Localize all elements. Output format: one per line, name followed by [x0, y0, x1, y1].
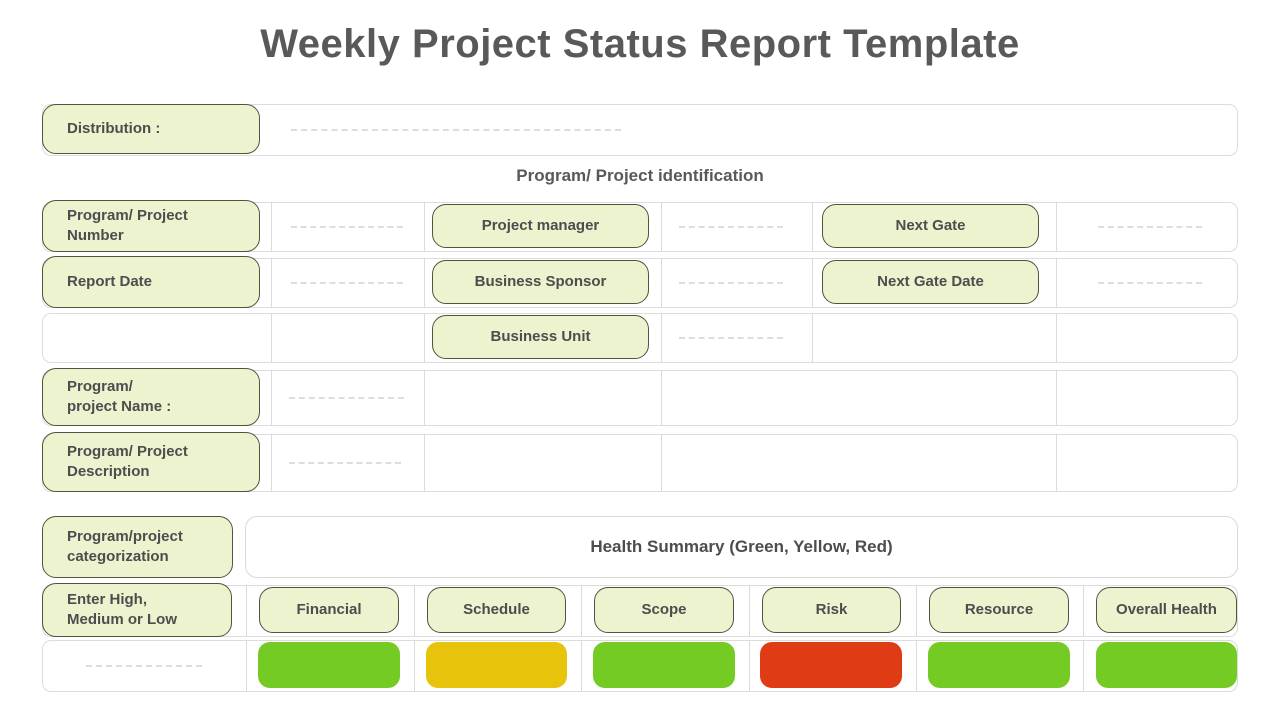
program-number-field[interactable] — [291, 226, 403, 228]
categorization-label-text: Program/project categorization — [67, 528, 183, 565]
column-divider — [916, 586, 917, 636]
program-description-label-text: Program/ Project Description — [67, 443, 188, 480]
program-description-field[interactable] — [289, 462, 401, 464]
next-gate-label: Next Gate — [822, 204, 1039, 248]
project-manager-label-text: Project manager — [481, 217, 600, 235]
scope-label: Scope — [641, 601, 687, 619]
business-sponsor-label-text: Business Sponsor — [474, 273, 607, 291]
next-gate-date-label-text: Next Gate Date — [877, 273, 984, 291]
column-divider — [1083, 641, 1084, 691]
column-divider — [812, 314, 813, 362]
program-number-label-text: Program/ Project Number — [67, 207, 188, 244]
health-column-financial: Financial — [259, 587, 399, 633]
column-divider — [1056, 259, 1057, 307]
status-block-scope — [593, 642, 735, 688]
next-gate-field[interactable] — [1098, 226, 1202, 228]
health-summary-box: Health Summary (Green, Yellow, Red) — [245, 516, 1238, 578]
business-unit-field[interactable] — [679, 337, 783, 339]
column-divider — [1083, 586, 1084, 636]
status-block-overall — [1096, 642, 1237, 688]
resource-label: Resource — [964, 601, 1034, 619]
identification-heading: Program/ Project identification — [516, 166, 764, 185]
health-column-scope: Scope — [594, 587, 734, 633]
rating-hint-label-text: Enter High, Medium or Low — [67, 591, 177, 628]
next-gate-date-label: Next Gate Date — [822, 260, 1039, 304]
column-divider — [661, 314, 662, 362]
project-manager-field[interactable] — [679, 226, 783, 228]
column-divider — [661, 259, 662, 307]
column-divider — [424, 435, 425, 491]
schedule-label: Schedule — [463, 601, 530, 619]
column-divider — [916, 641, 917, 691]
health-column-overall: Overall Health — [1096, 587, 1237, 633]
health-summary-title: Health Summary (Green, Yellow, Red) — [590, 537, 893, 556]
column-divider — [414, 641, 415, 691]
page-title: Weekly Project Status Report Template — [260, 22, 1020, 66]
program-name-label: Program/ project Name : — [42, 368, 260, 426]
status-block-resource — [928, 642, 1070, 688]
column-divider — [246, 586, 247, 636]
report-date-label-text: Report Date — [67, 273, 153, 291]
business-sponsor-field[interactable] — [679, 282, 783, 284]
column-divider — [414, 586, 415, 636]
status-block-financial — [258, 642, 400, 688]
report-date-label: Report Date — [42, 256, 260, 308]
financial-label: Financial — [296, 601, 362, 619]
column-divider — [424, 314, 425, 362]
column-divider — [271, 371, 272, 425]
status-block-risk — [760, 642, 902, 688]
column-divider — [1056, 314, 1057, 362]
business-sponsor-label: Business Sponsor — [432, 260, 649, 304]
column-divider — [812, 259, 813, 307]
next-gate-date-field[interactable] — [1098, 282, 1202, 284]
project-manager-label: Project manager — [432, 204, 649, 248]
program-description-label: Program/ Project Description — [42, 432, 260, 492]
column-divider — [271, 259, 272, 307]
health-column-risk: Risk — [762, 587, 901, 633]
report-date-field[interactable] — [291, 282, 403, 284]
program-number-label: Program/ Project Number — [42, 200, 260, 252]
column-divider — [424, 203, 425, 251]
column-divider — [661, 435, 662, 491]
program-name-label-text: Program/ project Name : — [67, 378, 172, 415]
column-divider — [661, 203, 662, 251]
risk-label: Risk — [815, 601, 848, 619]
column-divider — [246, 641, 247, 691]
column-divider — [581, 641, 582, 691]
health-column-resource: Resource — [929, 587, 1069, 633]
column-divider — [749, 641, 750, 691]
next-gate-label-text: Next Gate — [895, 217, 966, 235]
rating-hint-label: Enter High, Medium or Low — [42, 583, 232, 637]
column-divider — [424, 371, 425, 425]
distribution-value-field[interactable] — [291, 129, 621, 131]
column-divider — [581, 586, 582, 636]
column-divider — [1056, 203, 1057, 251]
column-divider — [271, 435, 272, 491]
column-divider — [749, 586, 750, 636]
column-divider — [1056, 371, 1057, 425]
overall-health-label: Overall Health — [1116, 601, 1217, 619]
categorization-label: Program/project categorization — [42, 516, 233, 578]
health-column-schedule: Schedule — [427, 587, 566, 633]
distribution-label: Distribution : — [42, 104, 260, 154]
business-unit-label-text: Business Unit — [490, 328, 591, 346]
status-block-schedule — [426, 642, 567, 688]
program-name-field[interactable] — [289, 397, 404, 399]
column-divider — [271, 203, 272, 251]
column-divider — [661, 371, 662, 425]
distribution-label-text: Distribution : — [67, 120, 161, 138]
column-divider — [812, 203, 813, 251]
column-divider — [424, 259, 425, 307]
column-divider — [1056, 435, 1057, 491]
column-divider — [271, 314, 272, 362]
business-unit-label: Business Unit — [432, 315, 649, 359]
categorization-value-field[interactable] — [86, 665, 202, 667]
